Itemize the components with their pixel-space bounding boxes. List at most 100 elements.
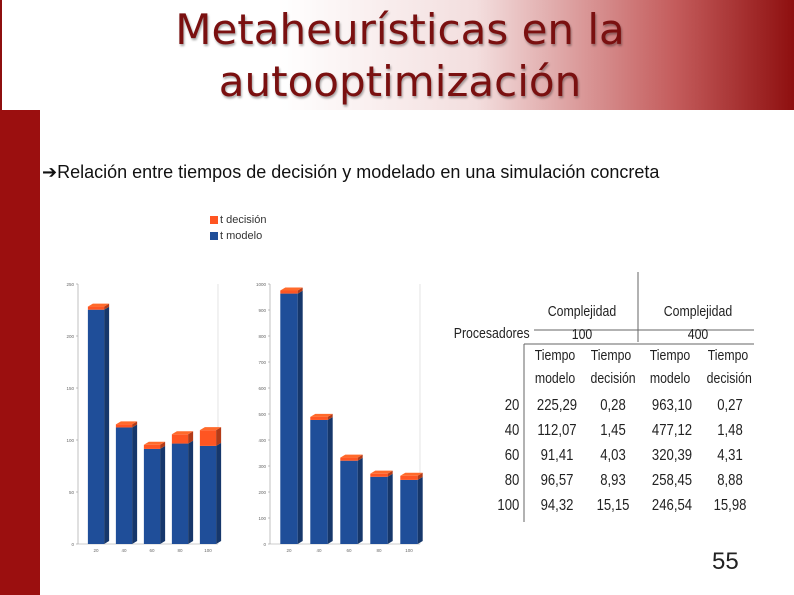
chart2-bar-top-40 [310, 413, 333, 417]
chart1-y-tick-label: 200 [66, 334, 74, 339]
table-cell: 96,57 [540, 472, 574, 489]
chart1-bar-top-100 [199, 427, 222, 431]
table-cell: 15,98 [713, 497, 747, 514]
chart1-bar-decision-40 [115, 421, 138, 428]
chart2-bar-top-100 [400, 472, 423, 476]
table-cell: 0,28 [600, 397, 626, 414]
chart2-bar-decision-100 [400, 472, 423, 480]
table-cell: 112,07 [537, 422, 577, 439]
table-sub-header-2: Tiempo decisión [590, 344, 636, 390]
title-left-edge [0, 0, 2, 110]
table-cell: 94,32 [540, 497, 574, 514]
table-cell: 320,39 [651, 447, 693, 464]
table-gridlines [523, 272, 754, 522]
bar-chart-complexity-100: 0 50 100 150 200 250 20 40 60 80 100 [66, 282, 222, 553]
chart1-bar-top-40 [115, 421, 138, 425]
table-cell: 0,27 [717, 397, 743, 414]
table-cell: 8,88 [717, 472, 743, 489]
chart2-x-tick-label: 20 [286, 548, 292, 553]
table-cell: 15,15 [596, 497, 630, 514]
chart1-y-tick-label: 0 [71, 542, 74, 547]
sub-header-4-line2: decisión [706, 370, 752, 387]
chart2-x-tick-label: 100 [405, 548, 413, 553]
chart2-bar-decision-20 [280, 287, 303, 294]
table-cell-processors: 40 [504, 422, 520, 439]
chart2-y-tick-label: 600 [258, 386, 266, 391]
table-cell-processors: 60 [504, 447, 520, 464]
bar-chart-complexity-400: 0 100 200 300 400 500 600 700 800 900 1000 20 40 60 80… [256, 282, 423, 553]
table-cell: 1,45 [600, 422, 626, 439]
chart1-bar-decision-80 [171, 431, 194, 444]
chart2-y-tick-label: 0 [263, 542, 266, 547]
chart1-bar-modelo-60 [143, 445, 166, 544]
chart2-bar-decision-80 [370, 470, 393, 477]
chart2-bar-modelo-80 [370, 473, 393, 544]
table-cell: 91,41 [540, 447, 574, 464]
sub-header-2-line1: Tiempo [590, 347, 632, 364]
data-table: Complejidad 100 Complejidad 400 Procesad… [452, 272, 762, 522]
chart1-bar-top-60 [143, 441, 166, 445]
page-number: 55 [712, 548, 739, 575]
arrow-bullet-icon: ➔ [42, 162, 58, 183]
table-cell: 477,12 [651, 422, 693, 439]
chart1-y-tick-label: 250 [66, 282, 74, 287]
left-accent-bar [0, 110, 40, 595]
chart1-bar-modelo-80 [171, 440, 194, 544]
legend-item-model: t modelo [210, 228, 266, 244]
chart1-bar-decision-20 [87, 303, 110, 310]
chart2-y-tick-label: 800 [258, 334, 266, 339]
table-cell: 246,54 [651, 497, 693, 514]
chart1-x-tick-label: 60 [149, 548, 155, 553]
chart2-y-tick-label: 400 [258, 438, 266, 443]
table-cell: 4,03 [600, 447, 626, 464]
table-sub-header-4: Tiempo decisión [706, 344, 752, 390]
chart1-y-tick-label: 100 [66, 438, 74, 443]
legend-label-decision: t decisión [220, 214, 267, 226]
sub-header-4-line1: Tiempo [707, 347, 749, 364]
bullet-text: ➔Relación entre tiempos de decisión y mo… [42, 160, 682, 185]
table-cell-processors: 80 [504, 472, 520, 489]
table-cell: 4,31 [717, 447, 743, 464]
chart2-y-tick-label: 900 [258, 308, 266, 313]
legend-label-model: t modelo [220, 230, 263, 242]
legend-swatch-model [210, 232, 218, 240]
legend-swatch-decision [210, 216, 218, 224]
legend-item-decision: t decisión [210, 212, 266, 228]
chart2-bar-top-60 [340, 454, 363, 458]
table-cell: 8,93 [600, 472, 626, 489]
chart1-x-tick-label: 40 [121, 548, 127, 553]
chart1-bar-modelo-100 [199, 442, 222, 544]
table-group2-header: Complejidad 400 [663, 303, 733, 343]
sub-header-3-line2: modelo [649, 370, 691, 387]
slide-title: Metaheurísticas en la autooptimización [100, 4, 700, 108]
chart2-bar-decision-40 [310, 413, 333, 420]
chart-legend: t decisión t modelo [210, 212, 266, 244]
chart1-bar-top-20 [87, 303, 110, 307]
chart1-y-tick-label: 50 [69, 490, 75, 495]
sub-header-3-line1: Tiempo [649, 347, 691, 364]
chart2-bar-top-20 [280, 287, 303, 291]
title-band [0, 0, 794, 110]
sub-header-1-line2: modelo [534, 370, 576, 387]
table-sub-header-1: Tiempo modelo [535, 344, 576, 390]
table-cell-processors: 100 [497, 497, 520, 514]
chart2-y-tick-label: 200 [258, 490, 266, 495]
chart2-bar-modelo-20 [280, 290, 303, 544]
chart2-y-tick-label: 1000 [256, 282, 267, 287]
sub-header-2-line2: decisión [590, 370, 636, 387]
slide-title-line-1: Metaheurísticas en la [175, 5, 625, 54]
table-sub-header-3: Tiempo modelo [649, 344, 692, 390]
chart2-x-tick-label: 80 [376, 548, 382, 553]
slide-title-line-2: autooptimización [218, 57, 582, 106]
chart2-y-tick-label: 700 [258, 360, 266, 365]
table-cell: 963,10 [651, 397, 693, 414]
chart2-bar-modelo-60 [340, 457, 363, 544]
chart1-x-tick-label: 80 [177, 548, 183, 553]
chart2-bar-decision-60 [340, 454, 363, 461]
chart2-bar-modelo-40 [310, 416, 333, 544]
table-row-header: Procesadores [453, 325, 530, 342]
chart1-x-tick-label: 20 [93, 548, 99, 553]
chart1-bar-top-80 [171, 431, 194, 435]
table-cell: 1,48 [717, 422, 743, 439]
chart1-x-tick-label: 100 [204, 548, 212, 553]
